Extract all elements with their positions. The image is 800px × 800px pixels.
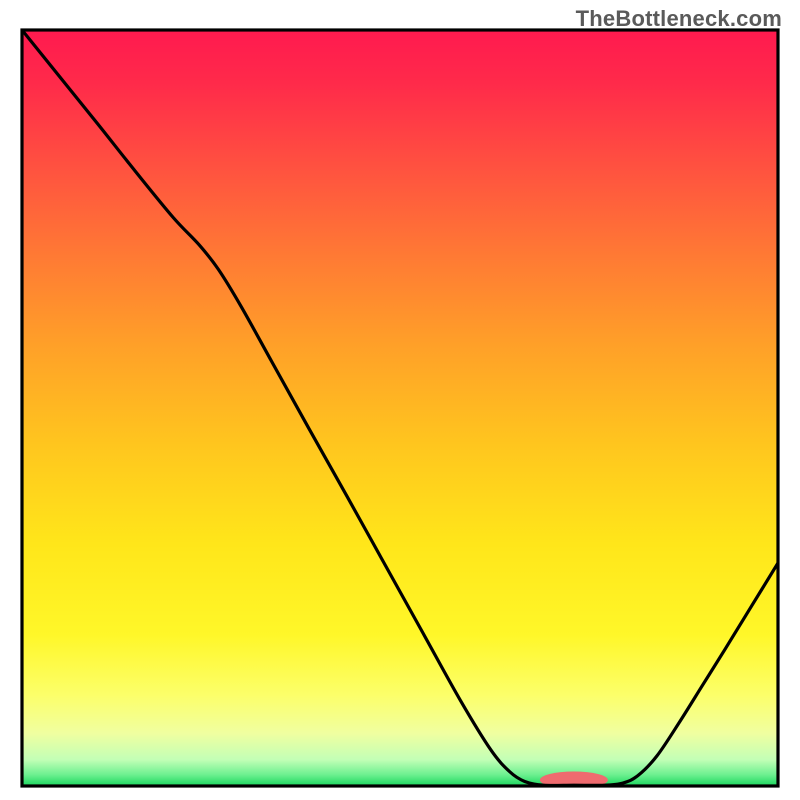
chart-container: TheBottleneck.com bbox=[0, 0, 800, 800]
bottleneck-chart bbox=[0, 0, 800, 800]
plot-background bbox=[22, 30, 778, 786]
watermark-label: TheBottleneck.com bbox=[576, 6, 782, 32]
